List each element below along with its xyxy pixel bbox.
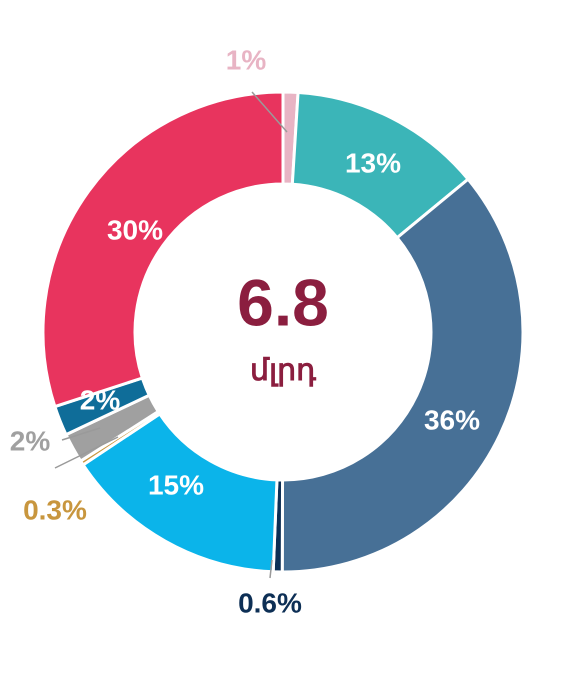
data-label: 15% — [148, 469, 204, 500]
center-value: 6.8 — [237, 265, 329, 339]
data-label: 2% — [10, 425, 51, 456]
data-label: 36% — [424, 404, 480, 435]
leader-line — [269, 559, 273, 579]
data-label: 13% — [345, 147, 401, 178]
data-label: 1% — [226, 44, 267, 75]
center-unit: մլրդ — [250, 354, 317, 387]
data-label: 30% — [107, 214, 163, 245]
data-label: 2% — [80, 384, 121, 415]
data-label: 0.3% — [23, 494, 87, 525]
leader-line — [251, 91, 288, 133]
donut-segment — [41, 90, 285, 409]
leader-line — [61, 427, 101, 441]
leader-line — [54, 436, 119, 469]
donut-segment — [280, 177, 525, 574]
data-label: 0.6% — [238, 587, 302, 618]
